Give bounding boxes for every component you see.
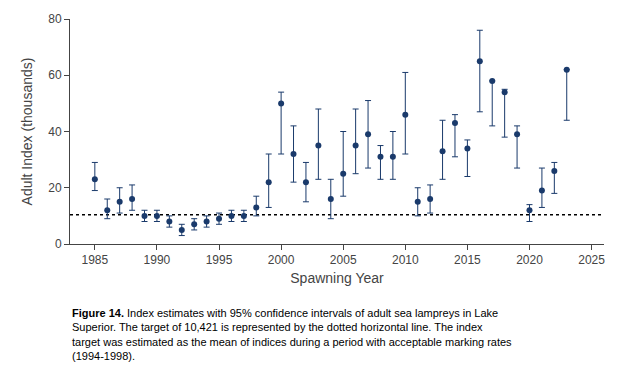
svg-text:80: 80 — [48, 12, 62, 26]
svg-text:Figure 14. Index estimates wit: Figure 14. Index estimates with 95% conf… — [72, 307, 512, 362]
svg-text:20: 20 — [48, 181, 62, 195]
svg-text:0: 0 — [55, 237, 62, 251]
svg-text:1985: 1985 — [81, 253, 108, 267]
svg-text:1990: 1990 — [144, 253, 171, 267]
svg-text:Adult Index (thousands): Adult Index (thousands) — [19, 58, 35, 206]
svg-text:2005: 2005 — [330, 253, 357, 267]
svg-text:2010: 2010 — [392, 253, 419, 267]
svg-text:40: 40 — [48, 125, 62, 139]
svg-text:2020: 2020 — [516, 253, 543, 267]
svg-text:2000: 2000 — [268, 253, 295, 267]
svg-text:2025: 2025 — [578, 253, 605, 267]
svg-text:Spawning Year: Spawning Year — [290, 270, 384, 286]
svg-text:1995: 1995 — [206, 253, 233, 267]
svg-text:60: 60 — [48, 68, 62, 82]
svg-text:2015: 2015 — [454, 253, 481, 267]
